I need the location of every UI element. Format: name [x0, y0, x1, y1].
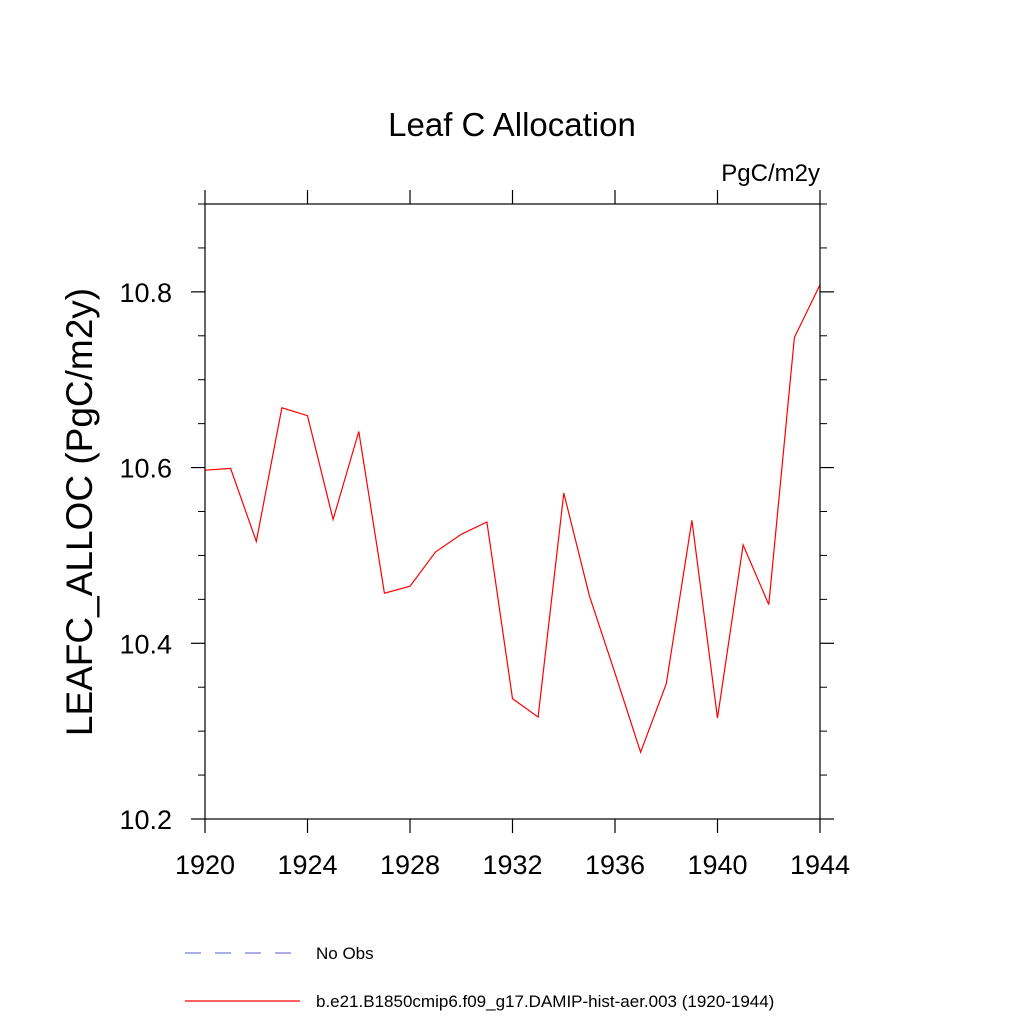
x-tick-label: 1924 [277, 850, 337, 880]
y-tick-label: 10.6 [119, 454, 172, 484]
x-tick-labels: 1920 1924 1928 1932 1936 1940 1944 [175, 850, 850, 880]
x-tick-label: 1936 [585, 850, 645, 880]
legend: No Obs b.e21.B1850cmip6.f09_g17.DAMIP-his… [185, 944, 774, 1011]
y-tick-labels: 10.2 10.4 10.6 10.8 [119, 278, 172, 835]
x-tick-label: 1940 [687, 850, 747, 880]
units-label: PgC/m2y [721, 160, 820, 187]
x-tick-label: 1920 [175, 850, 235, 880]
series-layer [204, 284, 821, 755]
legend-label: b.e21.B1850cmip6.f09_g17.DAMIP-hist-aer.… [316, 992, 774, 1011]
plot-frame [204, 203, 821, 820]
x-tick-label: 1928 [380, 850, 440, 880]
y-tick-label: 10.4 [119, 629, 172, 659]
axis-ticks [191, 190, 834, 833]
x-tick-label: 1944 [790, 850, 850, 880]
chart-title: Leaf C Allocation [388, 106, 636, 143]
y-tick-label: 10.2 [119, 805, 172, 835]
series-line [204, 284, 821, 755]
x-tick-label: 1932 [482, 850, 542, 880]
y-axis-label: LEAFC_ALLOC (PgC/m2y) [59, 288, 100, 736]
y-tick-label: 10.8 [119, 278, 172, 308]
legend-label: No Obs [316, 944, 374, 963]
